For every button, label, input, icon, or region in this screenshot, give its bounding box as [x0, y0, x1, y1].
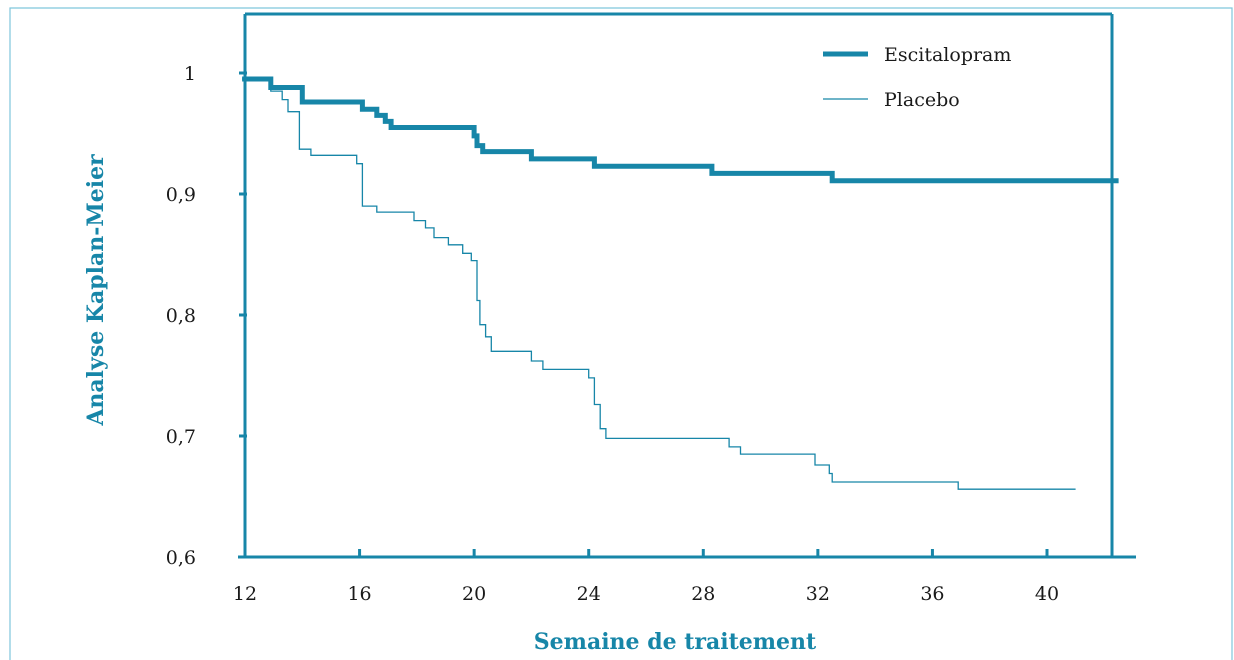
- axis-tick-labels: 12 16 20 24 28 32 36 40 0,6 0,7 0,8 0,9 1: [166, 63, 1059, 605]
- x-tick-label: 24: [577, 583, 601, 605]
- plot-frame: [238, 12, 1136, 559]
- x-axis-title: Semaine de traitement: [534, 629, 817, 655]
- x-tick-label: 36: [920, 583, 944, 605]
- series-line-escitalopram: [242, 76, 1119, 184]
- x-tick-label: 12: [233, 583, 257, 605]
- y-axis-title: Analyse Kaplan-Meier: [83, 154, 109, 427]
- x-tick-label: 28: [691, 583, 715, 605]
- x-tick-label: 16: [347, 583, 371, 605]
- x-tick-label: 32: [806, 583, 830, 605]
- y-tick-label: 0,6: [166, 547, 196, 569]
- axis-ticks: [239, 71, 1049, 557]
- series-layer: [242, 76, 1119, 490]
- legend-label-placebo: Placebo: [884, 89, 960, 111]
- y-tick-label: 1: [184, 63, 196, 85]
- series-line-placebo: [242, 78, 1076, 490]
- legend-label-escitalopram: Escitalopram: [884, 44, 1011, 66]
- outer-frame: [9, 7, 1233, 660]
- y-tick-label: 0,7: [166, 426, 196, 448]
- y-tick-label: 0,8: [166, 305, 196, 327]
- legend: Escitalopram Placebo: [823, 44, 1011, 111]
- x-tick-label: 20: [462, 583, 486, 605]
- y-tick-label: 0,9: [166, 184, 196, 206]
- x-tick-label: 40: [1035, 583, 1059, 605]
